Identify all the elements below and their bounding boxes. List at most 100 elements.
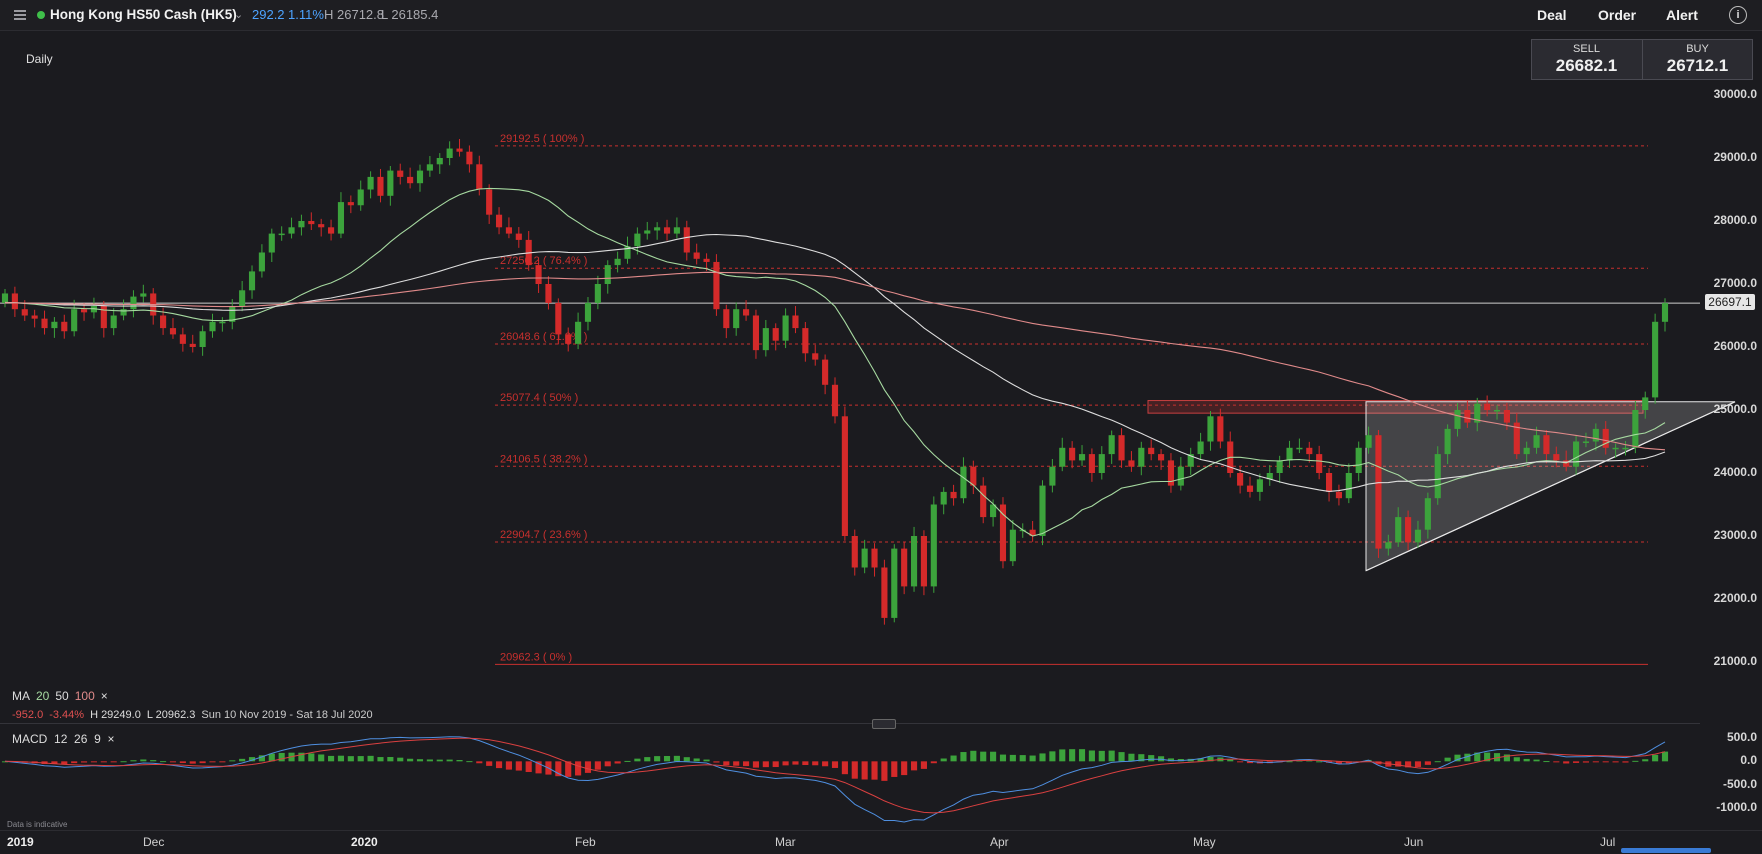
hamburger-menu-icon[interactable] bbox=[14, 0, 28, 30]
macd-histogram-bar bbox=[456, 759, 463, 762]
x-label: Mar bbox=[775, 835, 796, 849]
deal-button[interactable]: Deal bbox=[1537, 7, 1567, 23]
candle-body bbox=[308, 221, 315, 225]
macd-histogram-bar bbox=[584, 761, 592, 773]
macd-histogram-bar bbox=[1652, 754, 1659, 762]
info-icon[interactable]: i bbox=[1729, 6, 1747, 24]
macd-histogram-bar bbox=[990, 751, 997, 762]
candle-body bbox=[100, 306, 107, 329]
macd-histogram-bar bbox=[189, 761, 196, 764]
macd-histogram-bar bbox=[1582, 761, 1590, 763]
macd-slow: 26 bbox=[74, 732, 88, 746]
candle-body bbox=[822, 359, 829, 385]
time-scrollbar[interactable] bbox=[1621, 848, 1711, 853]
candle-body bbox=[189, 343, 196, 347]
candle-body bbox=[673, 227, 680, 234]
candle-body bbox=[881, 567, 888, 618]
candle-body bbox=[861, 548, 868, 568]
macd-histogram-bar bbox=[950, 755, 957, 762]
timeframe-label[interactable]: Daily bbox=[26, 52, 53, 66]
candle-body bbox=[1207, 416, 1214, 442]
macd-histogram-bar bbox=[357, 756, 364, 762]
macd-histogram-bar bbox=[268, 753, 275, 762]
macd-histogram-bar bbox=[130, 760, 137, 762]
candle-body bbox=[1345, 473, 1352, 499]
candle-body bbox=[337, 202, 345, 234]
chevron-down-icon[interactable]: ⌄ bbox=[234, 9, 244, 21]
candle-body bbox=[1246, 485, 1254, 492]
candle-body bbox=[1325, 473, 1333, 492]
macd-histogram-bar bbox=[663, 756, 671, 762]
buy-button[interactable]: BUY 26712.1 bbox=[1643, 40, 1752, 79]
x-label: May bbox=[1193, 835, 1216, 849]
macd-histogram-bar bbox=[1029, 755, 1036, 762]
macd-histogram-bar bbox=[1078, 749, 1086, 762]
candle-body bbox=[1098, 454, 1105, 473]
x-label: 2020 bbox=[351, 835, 378, 849]
macd-histogram-bar bbox=[683, 757, 690, 762]
candle-body bbox=[594, 284, 601, 303]
macd-y-tick-label: 0.0 bbox=[1740, 753, 1757, 768]
candle-body bbox=[1177, 466, 1184, 486]
close-icon[interactable]: × bbox=[107, 732, 115, 746]
macd-y-tick-label: -1000.0 bbox=[1716, 800, 1757, 814]
macd-histogram-bar bbox=[1474, 752, 1481, 762]
candle-body bbox=[634, 233, 641, 247]
sell-button[interactable]: SELL 26682.1 bbox=[1532, 40, 1641, 79]
candle-body bbox=[1029, 529, 1036, 536]
macd-histogram-bar bbox=[881, 761, 888, 781]
macd-histogram-bar bbox=[1237, 761, 1244, 763]
candle-body bbox=[1039, 485, 1046, 536]
candle-body bbox=[1078, 454, 1086, 461]
macd-histogram-bar bbox=[525, 761, 532, 773]
macd-histogram-bar bbox=[1573, 761, 1580, 763]
candle-body bbox=[80, 309, 88, 313]
x-label: Jun bbox=[1404, 835, 1424, 849]
candle-body bbox=[1582, 441, 1590, 443]
candle-body bbox=[654, 227, 661, 231]
price-chart[interactable]: 29192.5 ( 100% ) 27250.2 ( 76.4% ) 26048.6… bbox=[0, 31, 1762, 691]
order-button[interactable]: Order bbox=[1598, 7, 1637, 23]
candle-body bbox=[1217, 416, 1224, 442]
macd-histogram-bar bbox=[278, 752, 285, 762]
indicative-note: Data is indicative bbox=[7, 820, 68, 829]
macd-histogram-bar bbox=[486, 761, 493, 766]
candle-body bbox=[248, 271, 256, 291]
ma20-legend: 20 bbox=[36, 689, 50, 703]
macd-histogram-bar bbox=[782, 761, 789, 766]
close-icon[interactable]: × bbox=[100, 689, 108, 703]
macd-histogram-bar bbox=[209, 761, 216, 763]
candle-body bbox=[1563, 460, 1570, 467]
macd-histogram-bar bbox=[51, 761, 58, 764]
macd-histogram-bar bbox=[891, 761, 898, 777]
instrument-name[interactable]: Hong Kong HS50 Cash (HK5) bbox=[50, 7, 237, 22]
candle-body bbox=[1414, 529, 1422, 543]
candle-body bbox=[347, 202, 354, 206]
candle-body bbox=[199, 331, 206, 347]
macd-histogram-bar bbox=[752, 761, 760, 768]
macd-histogram-bar bbox=[1286, 761, 1293, 763]
macd-histogram-bar bbox=[930, 761, 937, 764]
macd-histogram-bar bbox=[743, 761, 750, 767]
candle-body bbox=[1474, 403, 1481, 423]
candle-body bbox=[110, 315, 117, 329]
macd-histogram-bar bbox=[831, 761, 839, 768]
macd-histogram-bar bbox=[446, 759, 453, 762]
candle-body bbox=[1602, 428, 1609, 448]
candle-body bbox=[1642, 397, 1649, 410]
candle-body bbox=[1237, 473, 1244, 486]
candle-body bbox=[71, 309, 78, 332]
candle-body bbox=[901, 548, 908, 587]
candle-body bbox=[1661, 303, 1669, 322]
macd-histogram-bar bbox=[1098, 750, 1105, 762]
macd-chart[interactable] bbox=[0, 726, 1762, 826]
macd-histogram-bar bbox=[1553, 761, 1560, 763]
date-range: Sun 10 Nov 2019 - Sat 18 Jul 2020 bbox=[201, 709, 373, 721]
candle-body bbox=[160, 315, 167, 329]
macd-histogram-bar bbox=[565, 761, 572, 777]
alert-button[interactable]: Alert bbox=[1666, 7, 1698, 23]
ma50-line bbox=[4, 233, 1666, 492]
pane-resize-handle[interactable] bbox=[872, 719, 896, 729]
candle-body bbox=[871, 548, 878, 568]
range-change-percent: -3.44% bbox=[49, 709, 85, 721]
